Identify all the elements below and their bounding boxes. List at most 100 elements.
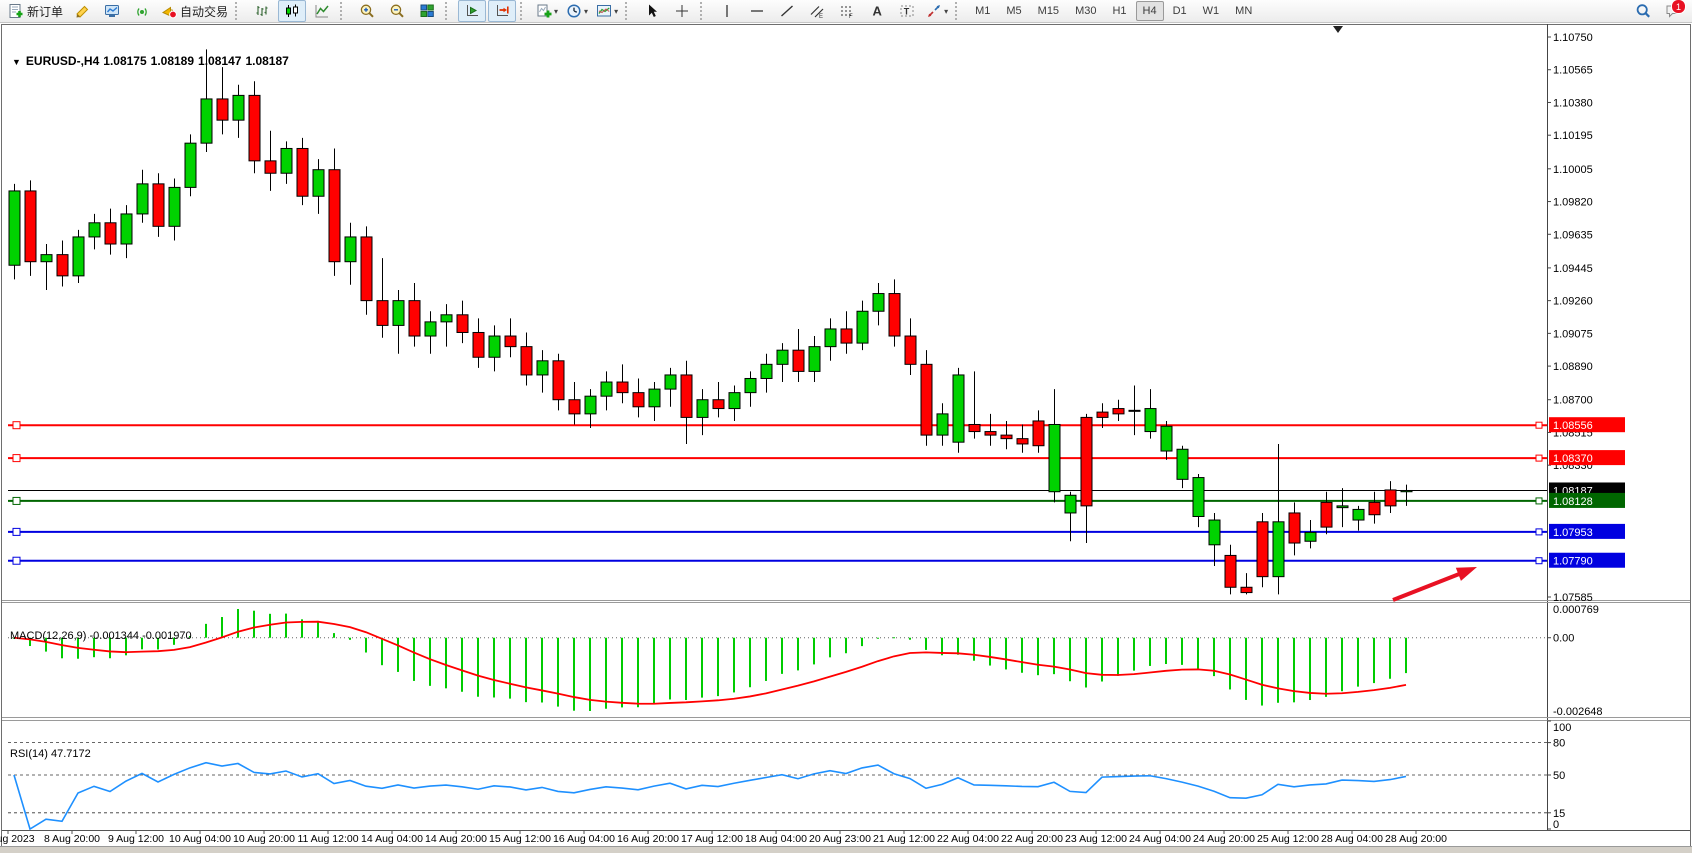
timeframe-button-m1[interactable]: M1 bbox=[975, 5, 991, 17]
time-axis[interactable]: 8 Aug 2023 8 Aug 20:00 9 Aug 12:00 10 Aug 0… bbox=[0, 830, 1447, 845]
support-line-blue-2-handle[interactable] bbox=[1535, 557, 1543, 565]
chart-shift-button[interactable] bbox=[488, 0, 517, 22]
label-icon: T bbox=[899, 3, 915, 19]
time-tick-label: 28 Aug 04:00 bbox=[1321, 833, 1383, 845]
signals-icon bbox=[134, 3, 150, 19]
periods-button[interactable]: ▾ bbox=[563, 0, 591, 22]
horizontal-level-lines[interactable] bbox=[8, 421, 1547, 565]
candle bbox=[1384, 489, 1397, 507]
candle bbox=[312, 169, 325, 197]
candle bbox=[376, 300, 389, 326]
timeframe-button-d1[interactable]: D1 bbox=[1172, 5, 1187, 17]
toolbar-separator bbox=[235, 2, 244, 20]
candle bbox=[1368, 501, 1381, 516]
candle bbox=[424, 321, 437, 337]
bar-chart-button[interactable] bbox=[248, 0, 276, 22]
search-button[interactable] bbox=[1629, 0, 1657, 22]
signals-button[interactable] bbox=[128, 0, 156, 22]
time-tick-label: 20 Aug 23:00 bbox=[809, 833, 871, 845]
candle bbox=[1096, 411, 1109, 418]
candle bbox=[1032, 420, 1045, 447]
one-click-trading-toggle-icon[interactable]: ▼ bbox=[12, 57, 21, 67]
bar-chart-icon bbox=[254, 3, 270, 19]
auto-scroll-icon bbox=[464, 3, 480, 19]
resistance-line-2-handle[interactable] bbox=[1535, 454, 1543, 462]
new-order-button[interactable]: 新订单 bbox=[5, 0, 66, 22]
vline-icon bbox=[719, 3, 735, 19]
candle bbox=[56, 254, 69, 277]
resistance-line-1-handle[interactable] bbox=[1535, 421, 1543, 429]
toolbar-separator bbox=[625, 2, 634, 20]
resistance-line-1-handle[interactable] bbox=[12, 421, 21, 430]
dropdown-caret-icon[interactable]: ▾ bbox=[944, 6, 949, 16]
chart-canvas[interactable]: 1.10750 1.10565 1.10380 1.10195 1.10005 1.098… bbox=[0, 24, 1692, 853]
crosshair-button[interactable] bbox=[668, 0, 696, 22]
timeframe-button-m5[interactable]: M5 bbox=[1006, 5, 1022, 17]
arrows-button[interactable]: ▾ bbox=[923, 0, 951, 22]
tile-windows-button[interactable] bbox=[413, 0, 441, 22]
cursor-button[interactable] bbox=[638, 0, 666, 22]
fibo-icon: F bbox=[839, 3, 855, 19]
candle bbox=[296, 147, 309, 197]
chart-window[interactable]: 1.10750 1.10565 1.10380 1.10195 1.10005 1.098… bbox=[0, 24, 1692, 853]
new-order-label: 新订单 bbox=[27, 4, 64, 19]
support-line-blue-1-handle[interactable] bbox=[12, 527, 21, 536]
text-label-button[interactable]: T bbox=[893, 0, 921, 22]
dropdown-caret-icon[interactable]: ▾ bbox=[584, 6, 589, 16]
text-button[interactable]: A bbox=[863, 0, 891, 22]
timeframe-button-h4[interactable]: H4 bbox=[1135, 1, 1164, 21]
candle bbox=[600, 381, 613, 397]
support-line-blue-1-handle[interactable] bbox=[1535, 528, 1543, 536]
candle bbox=[856, 310, 869, 344]
tile-icon bbox=[419, 3, 435, 19]
trendline-button[interactable] bbox=[773, 0, 801, 22]
timeframe-button-m15[interactable]: M15 bbox=[1037, 5, 1060, 17]
candle bbox=[696, 399, 709, 418]
candlestick-series[interactable] bbox=[8, 49, 1413, 595]
price-tick-label: 1.10380 bbox=[1553, 97, 1593, 109]
templates-button[interactable]: ▾ bbox=[593, 0, 621, 22]
rsi-panel[interactable]: 100 80 50 150 bbox=[8, 720, 1571, 831]
candle bbox=[1304, 531, 1317, 542]
text-icon: A bbox=[869, 3, 885, 19]
autotrading-button[interactable]: 自动交易 bbox=[158, 0, 231, 22]
indicators-button[interactable]: ▾ bbox=[533, 0, 561, 22]
price-tick-label: 1.09635 bbox=[1553, 229, 1593, 241]
notifications-button[interactable]: 1 bbox=[1659, 0, 1687, 22]
chart-shift-marker-icon[interactable] bbox=[1333, 26, 1343, 33]
auto-scroll-button[interactable] bbox=[458, 0, 487, 22]
vertical-line-button[interactable] bbox=[713, 0, 741, 22]
metaeditor-button[interactable] bbox=[68, 0, 96, 22]
price-tick-label: 1.08890 bbox=[1553, 361, 1593, 373]
candle bbox=[1224, 554, 1237, 588]
terminal-button[interactable] bbox=[98, 0, 126, 22]
timeframe-button-h1[interactable]: H1 bbox=[1112, 5, 1127, 17]
resistance-line-2-handle[interactable] bbox=[12, 454, 21, 463]
candle bbox=[1320, 501, 1333, 528]
dropdown-caret-icon[interactable]: ▾ bbox=[614, 6, 619, 16]
candle bbox=[872, 293, 885, 312]
time-tick-label: 14 Aug 20:00 bbox=[425, 833, 487, 845]
support-line-blue-2-handle[interactable] bbox=[12, 556, 21, 565]
time-tick-label: 16 Aug 04:00 bbox=[553, 833, 615, 845]
candlestick-chart-button[interactable] bbox=[278, 0, 307, 22]
fibonacci-button[interactable]: F bbox=[833, 0, 861, 22]
price-tick-label: 1.07585 bbox=[1553, 592, 1593, 604]
zoom-out-button[interactable] bbox=[383, 0, 411, 22]
time-tick-label: 24 Aug 04:00 bbox=[1129, 833, 1191, 845]
timeframe-button-w1[interactable]: W1 bbox=[1202, 5, 1220, 17]
support-line-green-handle[interactable] bbox=[1535, 497, 1543, 505]
annotations[interactable] bbox=[1333, 26, 1477, 602]
macd-min-label: -0.002648 bbox=[1553, 706, 1603, 718]
macd-panel[interactable]: 0.000769 0.00 -0.002648 bbox=[8, 604, 1603, 718]
dropdown-caret-icon[interactable]: ▾ bbox=[554, 6, 559, 16]
timeframe-button-mn[interactable]: MN bbox=[1235, 5, 1253, 17]
support-line-green-handle[interactable] bbox=[12, 496, 21, 505]
horizontal-line-button[interactable] bbox=[743, 0, 771, 22]
line-chart-button[interactable] bbox=[308, 0, 336, 22]
equidistant-channel-button[interactable]: E bbox=[803, 0, 831, 22]
timeframe-button-m30[interactable]: M30 bbox=[1075, 5, 1097, 17]
candle bbox=[536, 360, 549, 376]
time-tick-label: 9 Aug 12:00 bbox=[108, 833, 164, 845]
zoom-in-button[interactable] bbox=[353, 0, 381, 22]
